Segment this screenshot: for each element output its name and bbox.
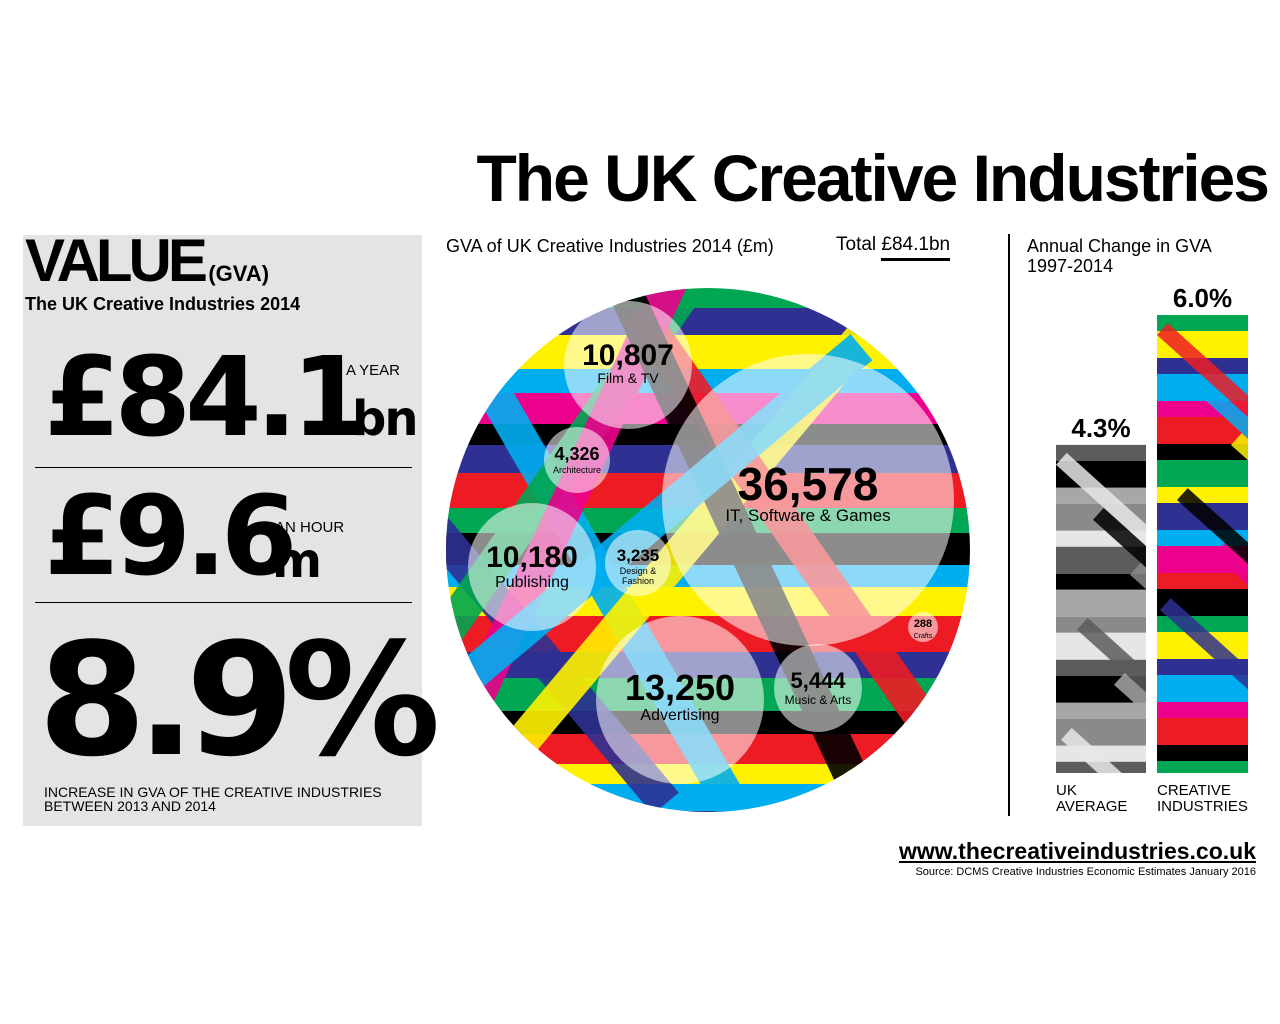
bubble-label: Publishing [495,574,569,591]
stat-hour-unit: m [272,533,322,589]
bubble [908,612,938,642]
chart-divider [1008,234,1010,816]
bar-value-label: 4.3% [1071,413,1130,443]
bubble-value: 10,180 [486,541,578,574]
stat-year-label: A YEAR [346,362,400,379]
bubble [564,301,692,429]
bubble-label: Film & TV [597,370,659,386]
bubble-value: 10,807 [582,339,674,372]
stat-hour-label: AN HOUR [275,519,345,536]
bubble [468,503,596,631]
bubble [544,427,610,493]
bar-value-label: 6.0% [1173,283,1232,313]
bubble [605,530,671,596]
bubble-value: 5,444 [790,668,846,693]
bar-segment [1157,460,1248,487]
total-prefix: Total [836,234,877,255]
bar-segment [1157,702,1248,718]
bar-segment [1056,702,1146,719]
value-panel [23,235,422,826]
bar-chart-title-line: 1997-2014 [1027,256,1114,276]
stat-year-unit: bn [352,391,419,447]
bubble-label: Fashion [622,576,654,586]
bubble-value: 13,250 [625,667,735,708]
bar-chart-title: Annual Change in GVA 1997-2014 [1027,236,1212,276]
bubble-value: 4,326 [554,444,599,464]
bar-category-label: UK [1056,782,1077,799]
caption-line: INCREASE IN GVA OF THE CREATIVE INDUSTRI… [44,784,382,800]
bubble-label: Advertising [640,707,719,724]
bar-segment [1056,589,1146,617]
bar-segment [1060,727,1146,773]
bar-segment [1157,323,1248,416]
bar-segment [1157,718,1248,745]
stat-hour-value: £9.6 [44,472,297,600]
bubble-value: 3,235 [617,546,660,565]
value-heading-suffix: (GVA) [208,261,270,286]
bar [1056,444,1146,773]
bar-segment [1056,452,1146,546]
bubble-label: IT, Software & Games [725,506,890,525]
stat-growth-value: 8.9% [38,609,441,791]
total-value: £84.1bn [881,234,951,261]
bar-category-label: INDUSTRIES [1157,798,1248,815]
bar-segment [1157,487,1248,503]
page-title: The UK Creative Industries [476,141,1270,215]
bar-segment [1157,315,1248,331]
bubble-label: Crafts [914,633,933,640]
bar-segment [1214,543,1248,636]
bar-chart-title-line: Annual Change in GVA [1027,236,1212,256]
bubble [596,616,764,784]
bubble-label: Music & Arts [785,693,852,707]
bar-segment [1056,573,1146,590]
bar-segment [1157,444,1248,460]
value-subheading: The UK Creative Industries 2014 [25,294,301,314]
bubble [662,354,954,646]
bar-segment [1157,745,1248,761]
value-heading: VALUE [25,227,208,294]
bubble-value: 36,578 [738,458,879,510]
value-heading-row: VALUE (GVA) [25,226,269,295]
bar-segment [1056,444,1146,461]
bar-category-label: CREATIVE [1157,782,1231,799]
source-note: Source: DCMS Creative Industries Economi… [915,866,1256,878]
bar-segment [1177,488,1248,581]
bar-segment [1114,672,1146,766]
bar-segment [1159,598,1248,691]
bar-segment [1077,617,1146,711]
bar-segment [1093,507,1146,601]
stat-year-value: £84.1 [44,333,368,461]
bar-segment [1157,573,1248,589]
bar-segment [1157,675,1248,702]
bubble [774,644,862,732]
bar [1157,315,1248,773]
website-link[interactable]: www.thecreativeindustries.co.uk [898,838,1256,864]
bubble-value: 288 [914,618,932,630]
bubble-chart-total: Total £84.1bn [836,234,951,261]
bubble-label: Design & [620,566,657,576]
stripe [446,811,970,812]
divider [35,467,412,468]
bar-category-label: AVERAGE [1056,798,1127,815]
bubble-label: Architecture [553,465,601,475]
stat-growth-caption: INCREASE IN GVA OF THE CREATIVE INDUSTRI… [44,785,382,813]
bubble-chart-title: GVA of UK Creative Industries 2014 (£m) [446,236,774,256]
divider [35,602,412,603]
caption-line: BETWEEN 2013 AND 2014 [44,798,216,814]
bar-segment [1157,761,1248,773]
bar-segment [1194,378,1248,471]
